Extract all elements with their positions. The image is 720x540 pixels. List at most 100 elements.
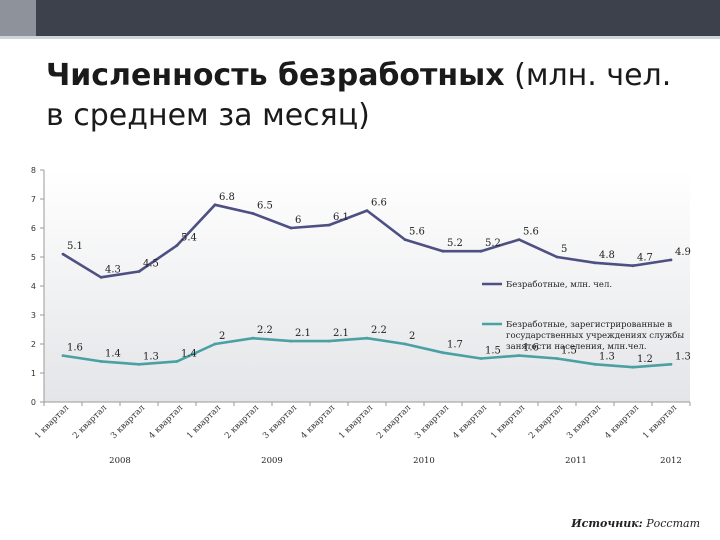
- series-1-point: [175, 244, 179, 247]
- series-1-data-label: 4.3: [105, 264, 121, 275]
- series-2-point: [403, 342, 407, 346]
- source-value: Росстат: [642, 517, 700, 530]
- series-2-data-label: 1.3: [675, 351, 691, 362]
- series-1-point: [61, 252, 65, 256]
- series-2-data-label: 2: [409, 331, 415, 342]
- x-category-label: 2 квартал: [375, 403, 414, 442]
- series-2-point: [289, 339, 293, 343]
- series-2-data-label: 2: [219, 331, 225, 342]
- series-1-data-label: 5: [561, 244, 567, 255]
- legend-label-2-line: Безработные, зарегистрированные в: [506, 319, 672, 330]
- x-year-label: 2012: [660, 456, 682, 466]
- x-category-label: 2 квартал: [527, 403, 566, 442]
- x-category-label: 4 квартал: [451, 403, 490, 442]
- series-2-point: [327, 339, 331, 343]
- series-2-data-label: 1.3: [143, 351, 159, 362]
- series-1-data-label: 5.6: [523, 227, 539, 238]
- y-tick-label: 5: [31, 253, 36, 262]
- series-2-point: [669, 362, 673, 366]
- series-1-point: [441, 249, 445, 253]
- series-2-point: [479, 357, 483, 360]
- x-category-label: 1 квартал: [641, 403, 680, 442]
- series-2-data-label: 1.6: [523, 343, 539, 354]
- series-layer: 5.1 4.3 4.5 5.4 6.8 6.5 6 6.1 6.6 5.6 5.2 5.2 5.6 5 4.…: [61, 192, 691, 369]
- x-axis: 1 квартал 2 квартал 3 квартал 4 квартал 1 кв…: [33, 401, 691, 466]
- slide-title: Численность безработных (млн. чел. в сред…: [46, 56, 706, 136]
- x-category-label: 1 квартал: [489, 403, 528, 442]
- x-year-label: 2009: [261, 456, 283, 466]
- series-1-data-label: 5.4: [181, 232, 197, 243]
- series-1-point: [327, 223, 331, 227]
- x-category-label: 4 квартал: [299, 403, 338, 442]
- series-1-point: [99, 275, 103, 279]
- y-tick-label: 3: [31, 311, 36, 320]
- series-1-data-label: 4.7: [637, 253, 653, 264]
- series-1-data-label: 5.1: [67, 241, 83, 252]
- source-label: Источник:: [571, 517, 643, 530]
- series-2-point: [631, 365, 635, 369]
- series-1-point: [555, 255, 559, 259]
- y-tick-label: 4: [31, 282, 36, 291]
- series-1-point: [365, 209, 369, 213]
- series-1-point: [289, 226, 293, 230]
- series-1-point: [631, 264, 635, 268]
- series-2: 1.6 1.4 1.3 1.4 2 2.2 2.1 2.1 2.2 2 1.7 1.5 1.6 1.5 1.…: [61, 325, 691, 369]
- x-category-label: 2 квартал: [223, 403, 262, 442]
- series-2-data-label: 2.2: [257, 325, 273, 336]
- y-tick-label: 0: [31, 398, 36, 407]
- series-1-point: [251, 212, 255, 215]
- series-1-point: [479, 249, 483, 253]
- series-1-point: [517, 238, 521, 242]
- series-1-data-label: 6.1: [333, 212, 349, 223]
- x-category-label: 2 квартал: [71, 403, 110, 442]
- source-note: Источник: Росстат: [571, 517, 700, 530]
- x-year-label: 2008: [109, 456, 131, 466]
- x-category-label: 4 квартал: [603, 403, 642, 442]
- slide-title-rest: (млн. чел.: [504, 58, 672, 93]
- series-2-point: [517, 354, 521, 357]
- series-2-data-label: 2.2: [371, 325, 387, 336]
- series-2-data-label: 1.4: [181, 348, 197, 359]
- series-1-point: [593, 261, 597, 265]
- series-2-data-label: 1.3: [599, 351, 615, 362]
- series-2-data-label: 1.4: [105, 348, 121, 359]
- top-banner: [0, 0, 720, 36]
- series-2-point: [213, 342, 217, 346]
- series-1-data-label: 4.8: [599, 250, 615, 261]
- series-2-data-label: 1.5: [561, 346, 577, 357]
- x-category-label: 1 квартал: [337, 403, 376, 442]
- series-2-data-label: 1.6: [67, 343, 83, 354]
- series-2-point: [175, 360, 179, 363]
- x-year-label: 2011: [565, 456, 587, 466]
- top-banner-accent: [0, 0, 36, 36]
- series-2-point: [99, 360, 103, 363]
- x-category-label: 3 квартал: [261, 403, 300, 442]
- series-1-point: [213, 203, 217, 207]
- series-2-point: [441, 351, 445, 355]
- series-1-data-label: 6: [295, 215, 301, 226]
- legend-label-2: Безработные, зарегистрированные в государ…: [506, 319, 684, 352]
- legend: Безработные, млн. чел. Безработные, зарег…: [482, 279, 684, 352]
- x-category-label: 4 квартал: [147, 403, 186, 442]
- series-2-data-label: 1.7: [447, 340, 463, 351]
- series-2-data-label: 2.1: [333, 328, 349, 339]
- top-banner-edge: [0, 36, 720, 39]
- y-axis: 0 1 2 3 4 5 6 7 8: [31, 166, 45, 407]
- x-category-label: 3 квартал: [109, 403, 148, 442]
- y-tick-label: 6: [31, 224, 36, 233]
- series-1-data-label: 6.5: [257, 201, 273, 212]
- series-2-point: [61, 354, 65, 357]
- slide-title-main: Численность безработных: [46, 58, 505, 93]
- x-category-label: 3 квартал: [413, 403, 452, 442]
- series-2-data-label: 1.5: [485, 346, 501, 357]
- series-2-point: [365, 336, 369, 340]
- legend-label-2-line: занятости населения, млн.чел.: [506, 342, 647, 352]
- series-1: 5.1 4.3 4.5 5.4 6.8 6.5 6 6.1 6.6 5.6 5.2 5.2 5.6 5 4.…: [61, 192, 691, 279]
- series-2-point: [137, 362, 141, 366]
- series-2-point: [251, 336, 255, 340]
- legend-label-2-line: государственных учреждениях службы: [506, 330, 684, 341]
- series-1-data-label: 5.2: [447, 238, 463, 249]
- x-category-label: 1 квартал: [185, 403, 224, 442]
- series-1-point: [137, 270, 141, 273]
- x-category-label: 3 квартал: [565, 403, 604, 442]
